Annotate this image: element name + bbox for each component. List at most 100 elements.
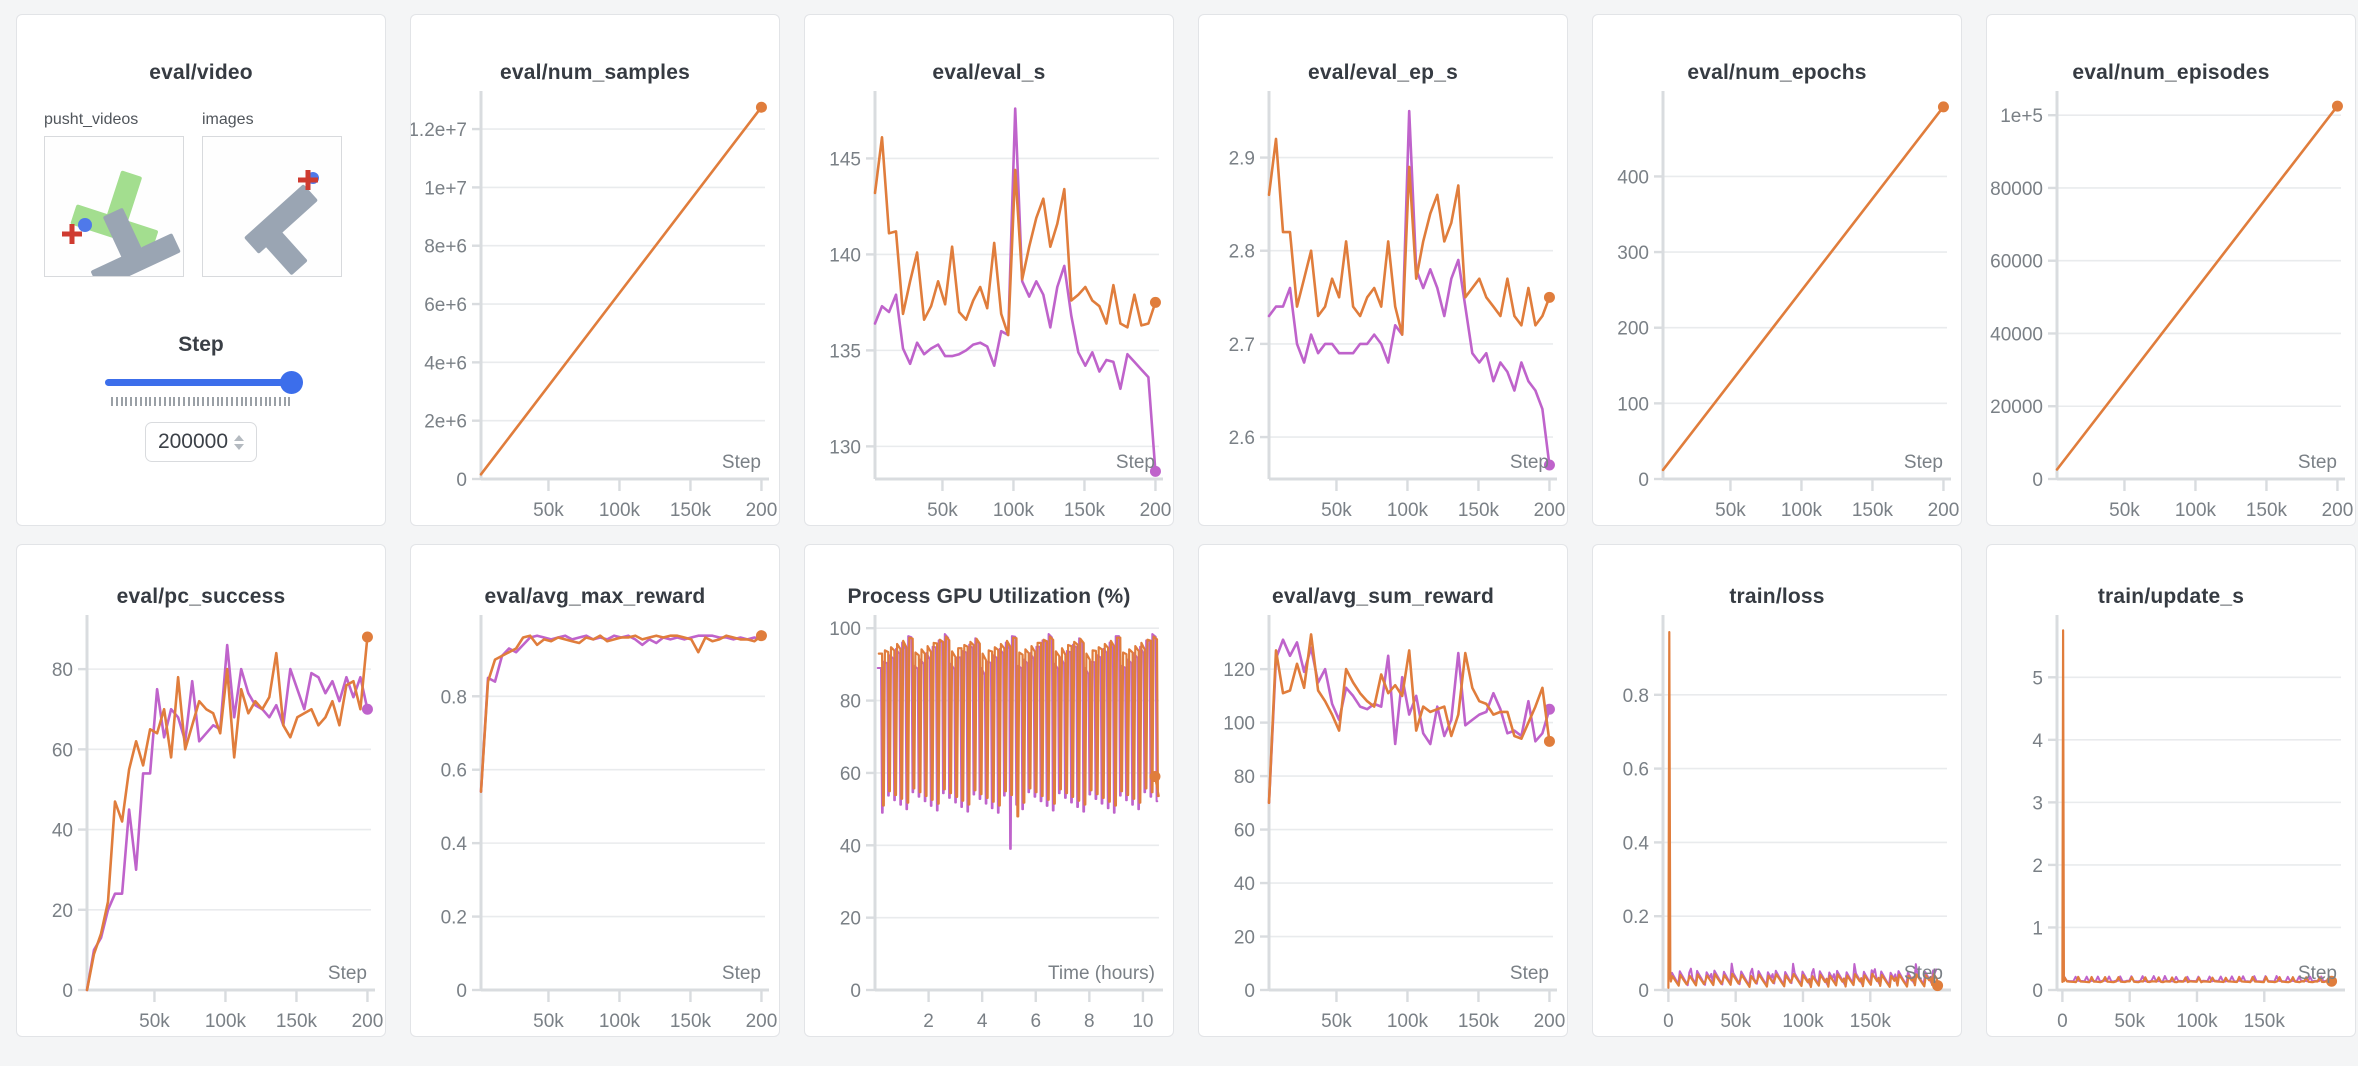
svg-text:4: 4 bbox=[2032, 731, 2043, 752]
svg-text:100k: 100k bbox=[1782, 1011, 1824, 1032]
svg-text:300: 300 bbox=[1617, 243, 1649, 264]
svg-text:4: 4 bbox=[977, 1011, 988, 1032]
panel-eval-num-samples: eval/num_samples 0 2e+6 4e+6 6e+6 8e+6 1e+7 1.… bbox=[410, 14, 780, 526]
svg-text:0: 0 bbox=[62, 981, 73, 1002]
svg-text:2.6: 2.6 bbox=[1229, 428, 1255, 449]
svg-text:Step: Step bbox=[328, 963, 367, 984]
svg-text:Step: Step bbox=[1510, 963, 1549, 984]
chart-canvas-eval-pc-success[interactable]: 0 20 40 60 80 50k 100k 150k 200 Step bbox=[17, 609, 385, 1036]
images-scene-image bbox=[244, 170, 319, 275]
media-block-images: images bbox=[202, 111, 342, 277]
svg-text:2: 2 bbox=[923, 1011, 934, 1032]
svg-text:20: 20 bbox=[840, 909, 861, 930]
svg-text:150k: 150k bbox=[1458, 1011, 1500, 1032]
svg-text:60: 60 bbox=[1234, 821, 1255, 842]
chart-title: eval/eval_ep_s bbox=[1308, 61, 1458, 84]
svg-text:50k: 50k bbox=[1321, 1011, 1352, 1032]
svg-text:20: 20 bbox=[1234, 928, 1255, 949]
svg-text:100k: 100k bbox=[1387, 500, 1429, 521]
svg-text:60: 60 bbox=[52, 740, 73, 761]
svg-text:Step: Step bbox=[2298, 452, 2337, 473]
svg-text:Time (hours): Time (hours) bbox=[1048, 963, 1155, 984]
chart-canvas-train-update-s[interactable]: 0 1 2 3 4 5 0 50k 100k 150k Step bbox=[1987, 609, 2355, 1036]
svg-text:130: 130 bbox=[829, 437, 861, 458]
stepper-up-icon[interactable] bbox=[234, 434, 245, 441]
svg-text:0.2: 0.2 bbox=[441, 908, 467, 929]
panel-train-loss: train/loss 0 0.2 0.4 0.6 0.8 0 50k 100k 150k Step bbox=[1592, 544, 1962, 1037]
step-label: Step bbox=[178, 333, 224, 356]
svg-text:40: 40 bbox=[52, 821, 73, 842]
svg-text:50k: 50k bbox=[533, 500, 564, 521]
chart-canvas-eval-avg-sum-reward[interactable]: 0 20 40 60 80 100 120 50k 100k 150k 200 Step bbox=[1199, 609, 1567, 1036]
svg-text:Step: Step bbox=[1904, 963, 1943, 984]
images-thumbnail[interactable] bbox=[202, 136, 342, 277]
svg-text:0: 0 bbox=[1244, 981, 1255, 1002]
svg-text:80: 80 bbox=[840, 692, 861, 713]
svg-text:3: 3 bbox=[2032, 793, 2043, 814]
svg-text:1.2e+7: 1.2e+7 bbox=[411, 120, 467, 141]
chart-canvas-process-gpu-utilization[interactable]: 0 20 40 60 80 100 2 4 6 8 10 Time (hours) bbox=[805, 609, 1173, 1036]
chart-canvas-eval-avg-max-reward[interactable]: 0 0.2 0.4 0.6 0.8 50k 100k 150k 200 Step bbox=[411, 609, 779, 1036]
svg-text:100k: 100k bbox=[2176, 1011, 2218, 1032]
step-control: Step 200000 bbox=[17, 333, 385, 462]
svg-text:200: 200 bbox=[1617, 319, 1649, 340]
svg-text:2.7: 2.7 bbox=[1229, 335, 1255, 356]
step-number-input[interactable]: 200000 bbox=[145, 422, 257, 462]
svg-text:80000: 80000 bbox=[1990, 179, 2043, 200]
svg-text:0: 0 bbox=[2057, 1011, 2068, 1032]
slider-knob[interactable] bbox=[280, 371, 303, 394]
svg-text:80: 80 bbox=[52, 660, 73, 681]
svg-text:60000: 60000 bbox=[1990, 252, 2043, 273]
svg-text:150k: 150k bbox=[2244, 1011, 2286, 1032]
svg-text:0.4: 0.4 bbox=[1623, 833, 1650, 854]
svg-text:150k: 150k bbox=[670, 1011, 712, 1032]
svg-text:50k: 50k bbox=[139, 1011, 170, 1032]
svg-text:200: 200 bbox=[1534, 500, 1566, 521]
chart-canvas-eval-num-episodes[interactable]: 0 20000 40000 60000 80000 1e+5 50k 100k 150k 200 S… bbox=[1987, 85, 2355, 525]
pusht-scene-image bbox=[62, 170, 181, 290]
chart-canvas-eval-num-epochs[interactable]: 0 100 200 300 400 50k 100k 150k 200 Step bbox=[1593, 85, 1961, 525]
chart-title: train/loss bbox=[1729, 585, 1825, 608]
svg-text:40000: 40000 bbox=[1990, 324, 2043, 345]
svg-text:0.4: 0.4 bbox=[441, 834, 468, 855]
step-slider[interactable] bbox=[105, 371, 303, 394]
svg-text:0.6: 0.6 bbox=[1623, 760, 1649, 781]
svg-text:80: 80 bbox=[1234, 767, 1255, 788]
svg-text:200: 200 bbox=[1928, 500, 1960, 521]
svg-text:140: 140 bbox=[829, 245, 861, 266]
stepper-down-icon[interactable] bbox=[234, 443, 245, 450]
svg-text:8e+6: 8e+6 bbox=[424, 237, 467, 258]
chart-canvas-eval-eval-ep-s[interactable]: 2.6 2.7 2.8 2.9 50k 100k 150k 200 Step bbox=[1199, 85, 1567, 525]
svg-text:150k: 150k bbox=[1850, 1011, 1892, 1032]
svg-text:100: 100 bbox=[1617, 394, 1649, 415]
svg-text:Step: Step bbox=[1510, 452, 1549, 473]
svg-text:50k: 50k bbox=[2109, 500, 2140, 521]
svg-text:Step: Step bbox=[722, 452, 761, 473]
svg-text:0: 0 bbox=[850, 981, 861, 1002]
svg-text:50k: 50k bbox=[1715, 500, 1746, 521]
stepper-arrows[interactable] bbox=[234, 434, 245, 450]
svg-text:150k: 150k bbox=[1458, 500, 1500, 521]
slider-track[interactable] bbox=[105, 371, 303, 394]
svg-text:Step: Step bbox=[1904, 452, 1943, 473]
svg-text:Step: Step bbox=[1116, 452, 1155, 473]
chart-canvas-eval-num-samples[interactable]: 0 2e+6 4e+6 6e+6 8e+6 1e+7 1.2e+7 50k 100k 150k 20… bbox=[411, 85, 779, 525]
panel-process-gpu-utilization: Process GPU Utilization (%) 0 20 40 60 80 100… bbox=[804, 544, 1174, 1037]
svg-text:0: 0 bbox=[2032, 981, 2043, 1002]
panel-eval-avg-max-reward: eval/avg_max_reward 0 0.2 0.4 0.6 0.8 50k 100k… bbox=[410, 544, 780, 1037]
panel-train-update-s: train/update_s 0 1 2 3 4 5 0 50k 100k 150k Step bbox=[1986, 544, 2356, 1037]
svg-text:2.9: 2.9 bbox=[1229, 149, 1255, 170]
pusht-video-thumbnail[interactable] bbox=[44, 136, 184, 290]
chart-canvas-eval-eval-s[interactable]: 130 135 140 145 50k 100k 150k 200 Step bbox=[805, 85, 1173, 525]
svg-text:200: 200 bbox=[746, 500, 778, 521]
chart-canvas-train-loss[interactable]: 0 0.2 0.4 0.6 0.8 0 50k 100k 150k Step bbox=[1593, 609, 1961, 1036]
step-value: 200000 bbox=[157, 430, 229, 453]
svg-text:200: 200 bbox=[2322, 500, 2354, 521]
svg-text:150k: 150k bbox=[670, 500, 712, 521]
svg-text:0.2: 0.2 bbox=[1623, 907, 1649, 928]
svg-text:200: 200 bbox=[352, 1011, 384, 1032]
svg-text:0.8: 0.8 bbox=[1623, 686, 1649, 707]
media-block-pusht-videos: pusht_videos bbox=[44, 111, 184, 290]
media-caption: images bbox=[202, 111, 254, 128]
chart-title: eval/num_samples bbox=[500, 61, 690, 84]
